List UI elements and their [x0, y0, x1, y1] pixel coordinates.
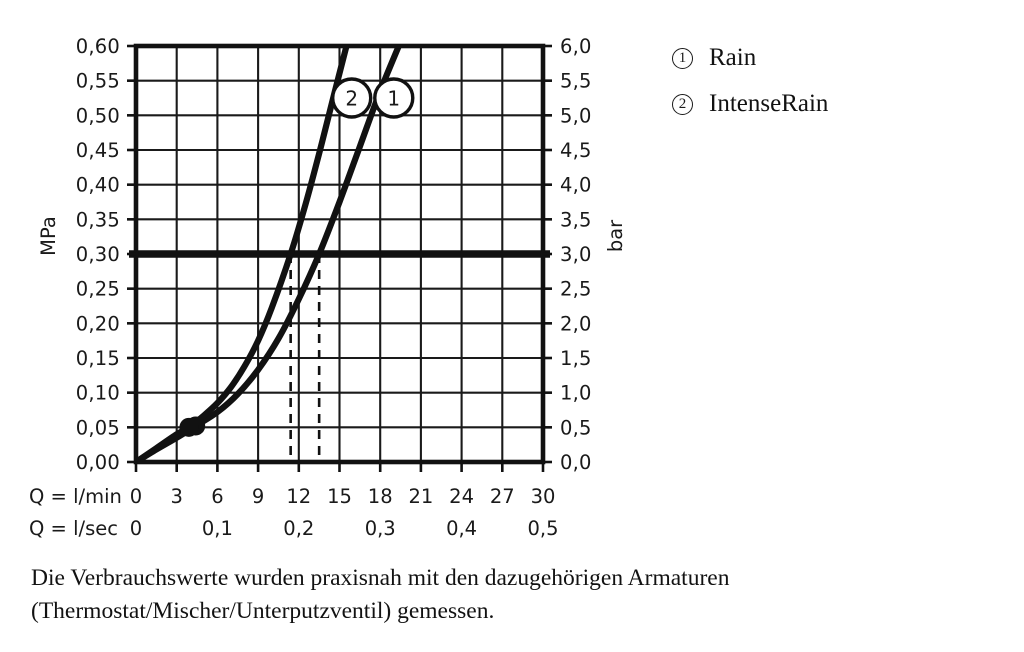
axis-labels-layer: 0,60 6,00,55 5,50,50 5,00,45 4,50,40 4,00,35 3… [29, 35, 627, 540]
xtick-label-lsec: 0,3 [365, 517, 396, 540]
ytick-label-bar: 5,5 [560, 70, 592, 93]
ytick-label-mpa: 0,60 [76, 35, 120, 58]
ytick-label-mpa: 0,50 [76, 104, 120, 127]
xtick-label-lmin: 12 [286, 485, 311, 508]
ytick-label-bar: 0,5 [560, 416, 592, 439]
ytick-label-mpa: 0,25 [76, 278, 120, 301]
xtick-label-lmin: 30 [531, 485, 556, 508]
ytick-label-mpa: 0,30 [76, 243, 120, 266]
ytick-label-bar: 4,0 [560, 174, 592, 197]
curve-marker-intenserain [179, 417, 199, 437]
legend-badge-1-icon: 1 [672, 47, 693, 69]
ytick-label-bar: 1,0 [560, 382, 592, 405]
curve-badge-circle-intenserain [331, 77, 373, 119]
xtick-label-lmin: 9 [252, 485, 264, 508]
xtick-label-lmin: 15 [327, 485, 352, 508]
xtick-label-lmin: 24 [449, 485, 474, 508]
legend-item-rain: 1 Rain [672, 38, 1002, 78]
ytick-label-bar: 2,0 [560, 312, 592, 335]
xtick-label-lsec: 0,2 [283, 517, 314, 540]
ytick-label-bar: 1,5 [560, 347, 592, 370]
ytick-label-mpa: 0,15 [76, 347, 120, 370]
curve-markers-layer [179, 416, 206, 437]
xtick-label-lmin: 21 [408, 485, 433, 508]
xtick-label-lmin: 0 [130, 485, 142, 508]
ytick-label-bar: 0,0 [560, 451, 592, 474]
ytick-label-bar: 2,5 [560, 278, 592, 301]
ytick-label-bar: 3,5 [560, 208, 592, 231]
ytick-label-mpa: 0,05 [76, 416, 120, 439]
xtick-label-lmin: 27 [490, 485, 515, 508]
xtick-label-lmin: 3 [170, 485, 182, 508]
drop-lines-layer [289, 254, 321, 462]
ytick-label-bar: 3,0 [560, 243, 592, 266]
legend: 1 Rain 2 IntenseRain [672, 38, 1002, 130]
xtick-label-lsec: 0,4 [446, 517, 477, 540]
legend-label-rain: Rain [709, 44, 757, 71]
xtick-label-lmin: 6 [211, 485, 223, 508]
legend-label-intenserain: IntenseRain [709, 90, 829, 117]
x-axis-row-label-lmin: Q = l/min [29, 485, 122, 508]
chart-caption: Die Verbrauchswerte wurden praxisnah mit… [31, 565, 730, 624]
ytick-label-mpa: 0,00 [76, 451, 120, 474]
chart-canvas: 0,60 6,00,55 5,50,50 5,00,45 4,50,40 4,00,35 3… [29, 35, 627, 540]
xtick-label-lmin: 18 [368, 485, 393, 508]
y-axis-name-mpa: MPa [37, 216, 60, 256]
y-axis-name-bar: bar [604, 219, 627, 252]
ytick-label-mpa: 0,20 [76, 312, 120, 335]
xtick-label-lsec: 0 [130, 517, 142, 540]
ytick-label-mpa: 0,40 [76, 174, 120, 197]
curve-badge-circle-rain [373, 77, 415, 119]
axis-ticks-layer [127, 44, 552, 472]
curve-badge-label-intenserain: 2 [345, 87, 358, 111]
curve-badges-layer: 12 [331, 77, 415, 119]
ytick-label-mpa: 0,10 [76, 382, 120, 405]
ytick-label-mpa: 0,45 [76, 139, 120, 162]
ytick-label-bar: 5,0 [560, 104, 592, 127]
x-axis-row-label-lsec: Q = l/sec [29, 517, 118, 540]
xtick-label-lsec: 0,5 [527, 517, 558, 540]
xtick-label-lsec: 0,1 [202, 517, 233, 540]
ytick-label-mpa: 0,55 [76, 70, 120, 93]
curve-badge-label-rain: 1 [387, 87, 400, 111]
ytick-label-bar: 4,5 [560, 139, 592, 162]
ytick-label-mpa: 0,35 [76, 208, 120, 231]
legend-item-intenserain: 2 IntenseRain [672, 84, 1002, 124]
flow-pressure-chart: 0,60 6,0 0,55 5,5 0,50 5,0 0,45 4,5 0,40 4,0 0,35 3… [29, 35, 627, 540]
legend-badge-2-icon: 2 [672, 93, 693, 115]
ytick-label-bar: 6,0 [560, 35, 592, 58]
